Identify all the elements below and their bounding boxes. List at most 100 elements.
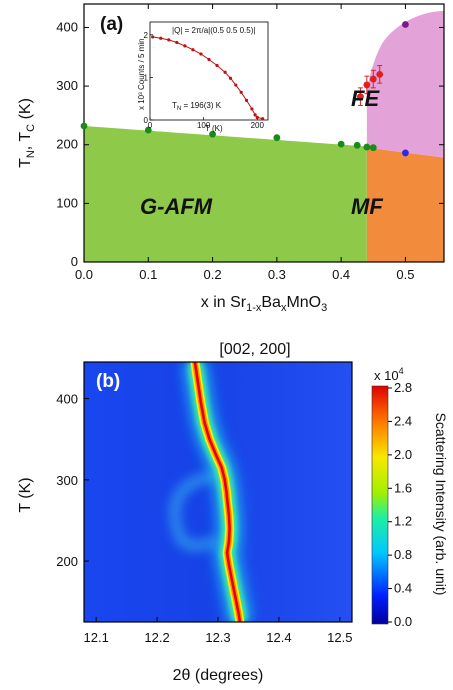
colorbar-label: Scattering Intensity (arb. unit) [433,413,449,596]
colorbar-gradient [371,385,389,625]
inset-point [255,115,259,120]
data-point [353,141,361,149]
x-tick-label: 12.1 [84,630,109,645]
y-tick-label: 300 [56,78,78,93]
data-point [80,122,88,130]
data-point [363,143,371,151]
x-tick-label: 12.3 [205,630,230,645]
y-tick-label: 300 [56,473,78,488]
x-tick-label: 0.1 [139,267,157,282]
y-tick-label: 200 [56,137,78,152]
x-tick-label: 0.0 [75,267,93,282]
inset-ticks: 0 100 200 0 1 2 [144,31,265,130]
inset-points [151,35,265,121]
data-point [369,75,377,83]
inset-point [215,63,219,68]
data-point [144,126,152,134]
y-tick-label: 200 [56,554,78,569]
inset-point [261,117,265,121]
data-point [337,140,345,148]
inset-y-tick-label: 1 [144,73,149,82]
heatmap-title: [002, 200] [219,341,290,358]
data-point [402,21,409,28]
colorbar-tick-label: 1.6 [394,480,412,495]
phase-diagram-x-label: x in Sr1-xBaxMnO3 [201,294,328,314]
colorbar-tick-label: 1.2 [394,514,412,529]
x-tick-label: 12.5 [327,630,352,645]
inset-point [191,48,195,52]
colorbar-tick-label: 2.4 [394,413,412,428]
inset-point [228,76,233,80]
y-tick-label: 100 [56,195,78,210]
y-tick-label: 400 [56,392,78,407]
inset-point [151,35,155,39]
colorbar-ticks: 0.0 0.4 0.8 1.2 1.6 2.0 2.4 2.8 [388,380,412,629]
data-point [363,81,371,89]
phase-diagram-y-label: TN, TC (K) [17,98,37,168]
inset-point [223,70,227,74]
phase-diagram-frame [83,3,445,263]
data-point [376,70,384,78]
panel-b-label: (b) [96,371,120,392]
inset-point [239,90,243,94]
colorbar-tick-label: 0.8 [394,547,412,562]
inset-x-tick-label: 100 [197,121,211,130]
colorbar-tick-label: 2.8 [394,380,412,395]
inset-point [183,44,187,48]
inset-title: |Q| = 2π/a|(0.5 0.5 0.5)| [172,26,255,35]
inset-y-label: x 10³ Counts / 5 min [137,38,146,110]
panel-a-label: (a) [100,14,123,35]
fe-region-label: FE [351,86,380,111]
colorbar-tick-label: 0.0 [394,614,412,629]
colorbar: x 104 0.0 0.4 0.8 1.2 1.6 2.0 2.4 2.8 Scatterin… [371,366,449,629]
colorbar-tick-label: 0.4 [394,581,412,596]
inset-annotation: TN = 196(3) K [172,101,222,112]
inset-x-label: T (K) [205,124,223,133]
inset-point [199,52,203,56]
x-tick-label: 12.4 [266,630,291,645]
data-point [402,149,409,157]
inset-plot: 0 100 200 0 1 2 |Q| = 2π/a|(0.5 0.5 0.5)| TN … [137,21,269,133]
phase-diagram-x-ticks: 0.0 0.1 0.2 0.3 0.4 0.5 [75,4,414,282]
data-point [369,144,377,152]
inset-x-tick-label: 0 [148,121,153,130]
inset-point [234,83,238,87]
fe-region [366,4,444,158]
inset-point [167,38,171,42]
y-tick-label: 0 [71,254,78,269]
heatmap-y-ticks: 200 300 400 [56,392,89,569]
y-tick-label: 400 [56,19,78,34]
heatmap-x-label: 2θ (degrees) [173,667,264,684]
inset-point [250,107,254,111]
inset-point [253,113,257,117]
colorbar-scale-label: x 104 [374,366,404,383]
phase-diagram-points [80,21,409,157]
x-tick-label: 0.5 [396,267,414,282]
x-tick-label: 0.4 [332,267,350,282]
x-tick-label: 0.3 [268,267,286,282]
heatmap-ridge-core [193,362,242,622]
inset-point [244,98,249,102]
inset-x-tick-label: 200 [251,121,265,130]
colorbar-tick-label: 2.0 [394,447,412,462]
inset-point [175,40,179,45]
inset-point [207,57,211,62]
data-point [273,134,281,142]
heatmap-panel: [002, 200] 12.1 12.2 12.3 12.4 12.5 200 300 40… [17,341,449,684]
gafm-region-label: G-AFM [140,194,213,219]
x-tick-label: 12.2 [144,630,169,645]
data-point [209,130,216,138]
mf-region-label: MF [351,194,383,219]
inset-y-tick-label: 0 [144,116,149,125]
heatmap-ring [171,472,220,550]
gafm-region [84,125,367,262]
heatmap-y-label: T (K) [17,477,34,512]
inset-point [159,36,163,40]
mf-region [366,147,444,262]
inset-y-tick-label: 2 [144,31,149,40]
heatmap-x-ticks: 12.1 12.2 12.3 12.4 12.5 [84,617,352,645]
x-tick-label: 0.2 [204,267,222,282]
